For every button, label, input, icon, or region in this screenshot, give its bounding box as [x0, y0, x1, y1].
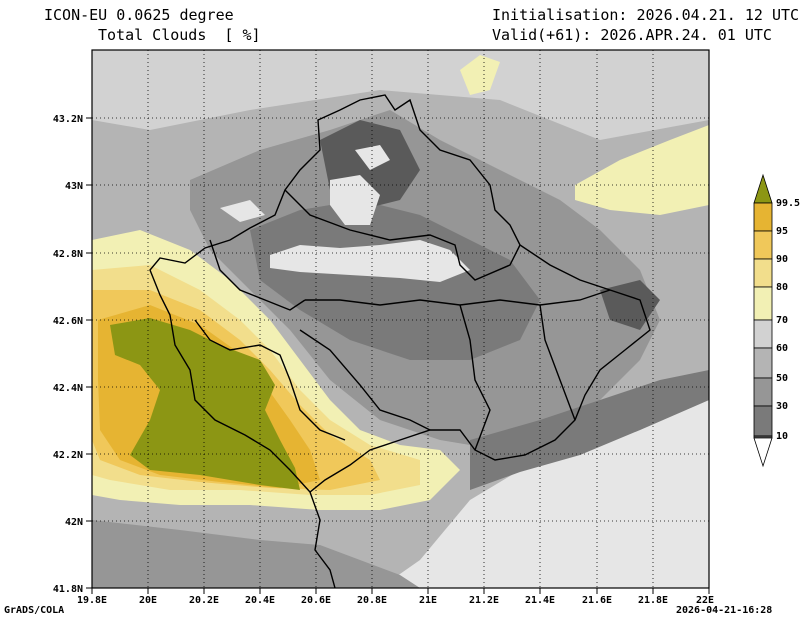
lon-label: 20.2E	[189, 595, 219, 606]
colorbar-cap-bottom	[753, 437, 773, 468]
colorbar-swatch	[753, 377, 773, 407]
lat-label: 42N	[65, 517, 83, 528]
colorbar-label: 50	[776, 373, 788, 384]
lat-label: 43N	[65, 181, 83, 192]
lon-label: 21.8E	[638, 595, 668, 606]
lon-label: 21.4E	[525, 595, 555, 606]
colorbar-labels: 99.5 95 90 80 70 60 50 30 10	[776, 198, 800, 442]
lat-label: 42.8N	[53, 249, 83, 260]
colorbar-cap-top	[753, 173, 773, 204]
colorbar-swatch	[753, 286, 773, 321]
colorbar-swatch	[753, 319, 773, 349]
colorbar-swatch	[753, 258, 773, 288]
colorbar-swatch	[753, 230, 773, 260]
colorbar	[753, 173, 773, 468]
lon-label: 20.4E	[245, 595, 275, 606]
lon-label: 19.8E	[77, 595, 107, 606]
colorbar-label: 99.5	[776, 198, 800, 209]
axis-ticks	[86, 117, 710, 594]
plot-frame	[91, 49, 710, 589]
colorbar-label: 95	[776, 226, 788, 237]
colorbar-label: 80	[776, 282, 788, 293]
cloud-field	[92, 50, 709, 588]
lat-labels: 43.2N 43N 42.8N 42.6N 42.4N 42.2N 42N 41…	[53, 114, 83, 595]
colorbar-label: 30	[776, 401, 788, 412]
lat-label: 42.6N	[53, 316, 83, 327]
colorbar-label: 60	[776, 343, 788, 354]
model-title: ICON-EU 0.0625 degree	[44, 6, 234, 24]
lon-label: 20E	[139, 595, 157, 606]
lon-label: 21E	[419, 595, 437, 606]
init-time: Initialisation: 2026.04.21. 12 UTC	[492, 6, 800, 24]
render-timestamp: 2026-04-21-16:28	[676, 605, 773, 616]
lat-label: 43.2N	[53, 114, 83, 125]
lon-label: 21.2E	[469, 595, 499, 606]
valid-time: Valid(+61): 2026.APR.24. 01 UTC	[492, 26, 772, 44]
country-borders	[149, 94, 651, 588]
lon-labels: 19.8E 20E 20.2E 20.4E 20.6E 20.8E 21E 21…	[77, 595, 714, 606]
colorbar-swatch	[753, 405, 773, 437]
colorbar-swatch	[753, 347, 773, 379]
colorbar-label: 10	[776, 431, 788, 442]
lon-label: 22E	[696, 595, 714, 606]
lon-label: 20.8E	[357, 595, 387, 606]
colorbar-swatch	[753, 202, 773, 232]
credit-grads: GrADS/COLA	[4, 605, 65, 616]
lon-label: 21.6E	[582, 595, 612, 606]
graticule	[92, 50, 709, 588]
lat-label: 42.2N	[53, 450, 83, 461]
lat-label: 42.4N	[53, 383, 83, 394]
colorbar-label: 90	[776, 254, 788, 265]
variable-title: Total Clouds [ %]	[98, 26, 261, 44]
lat-label: 41.8N	[53, 584, 83, 595]
lon-label: 20.6E	[301, 595, 331, 606]
colorbar-label: 70	[776, 315, 788, 326]
